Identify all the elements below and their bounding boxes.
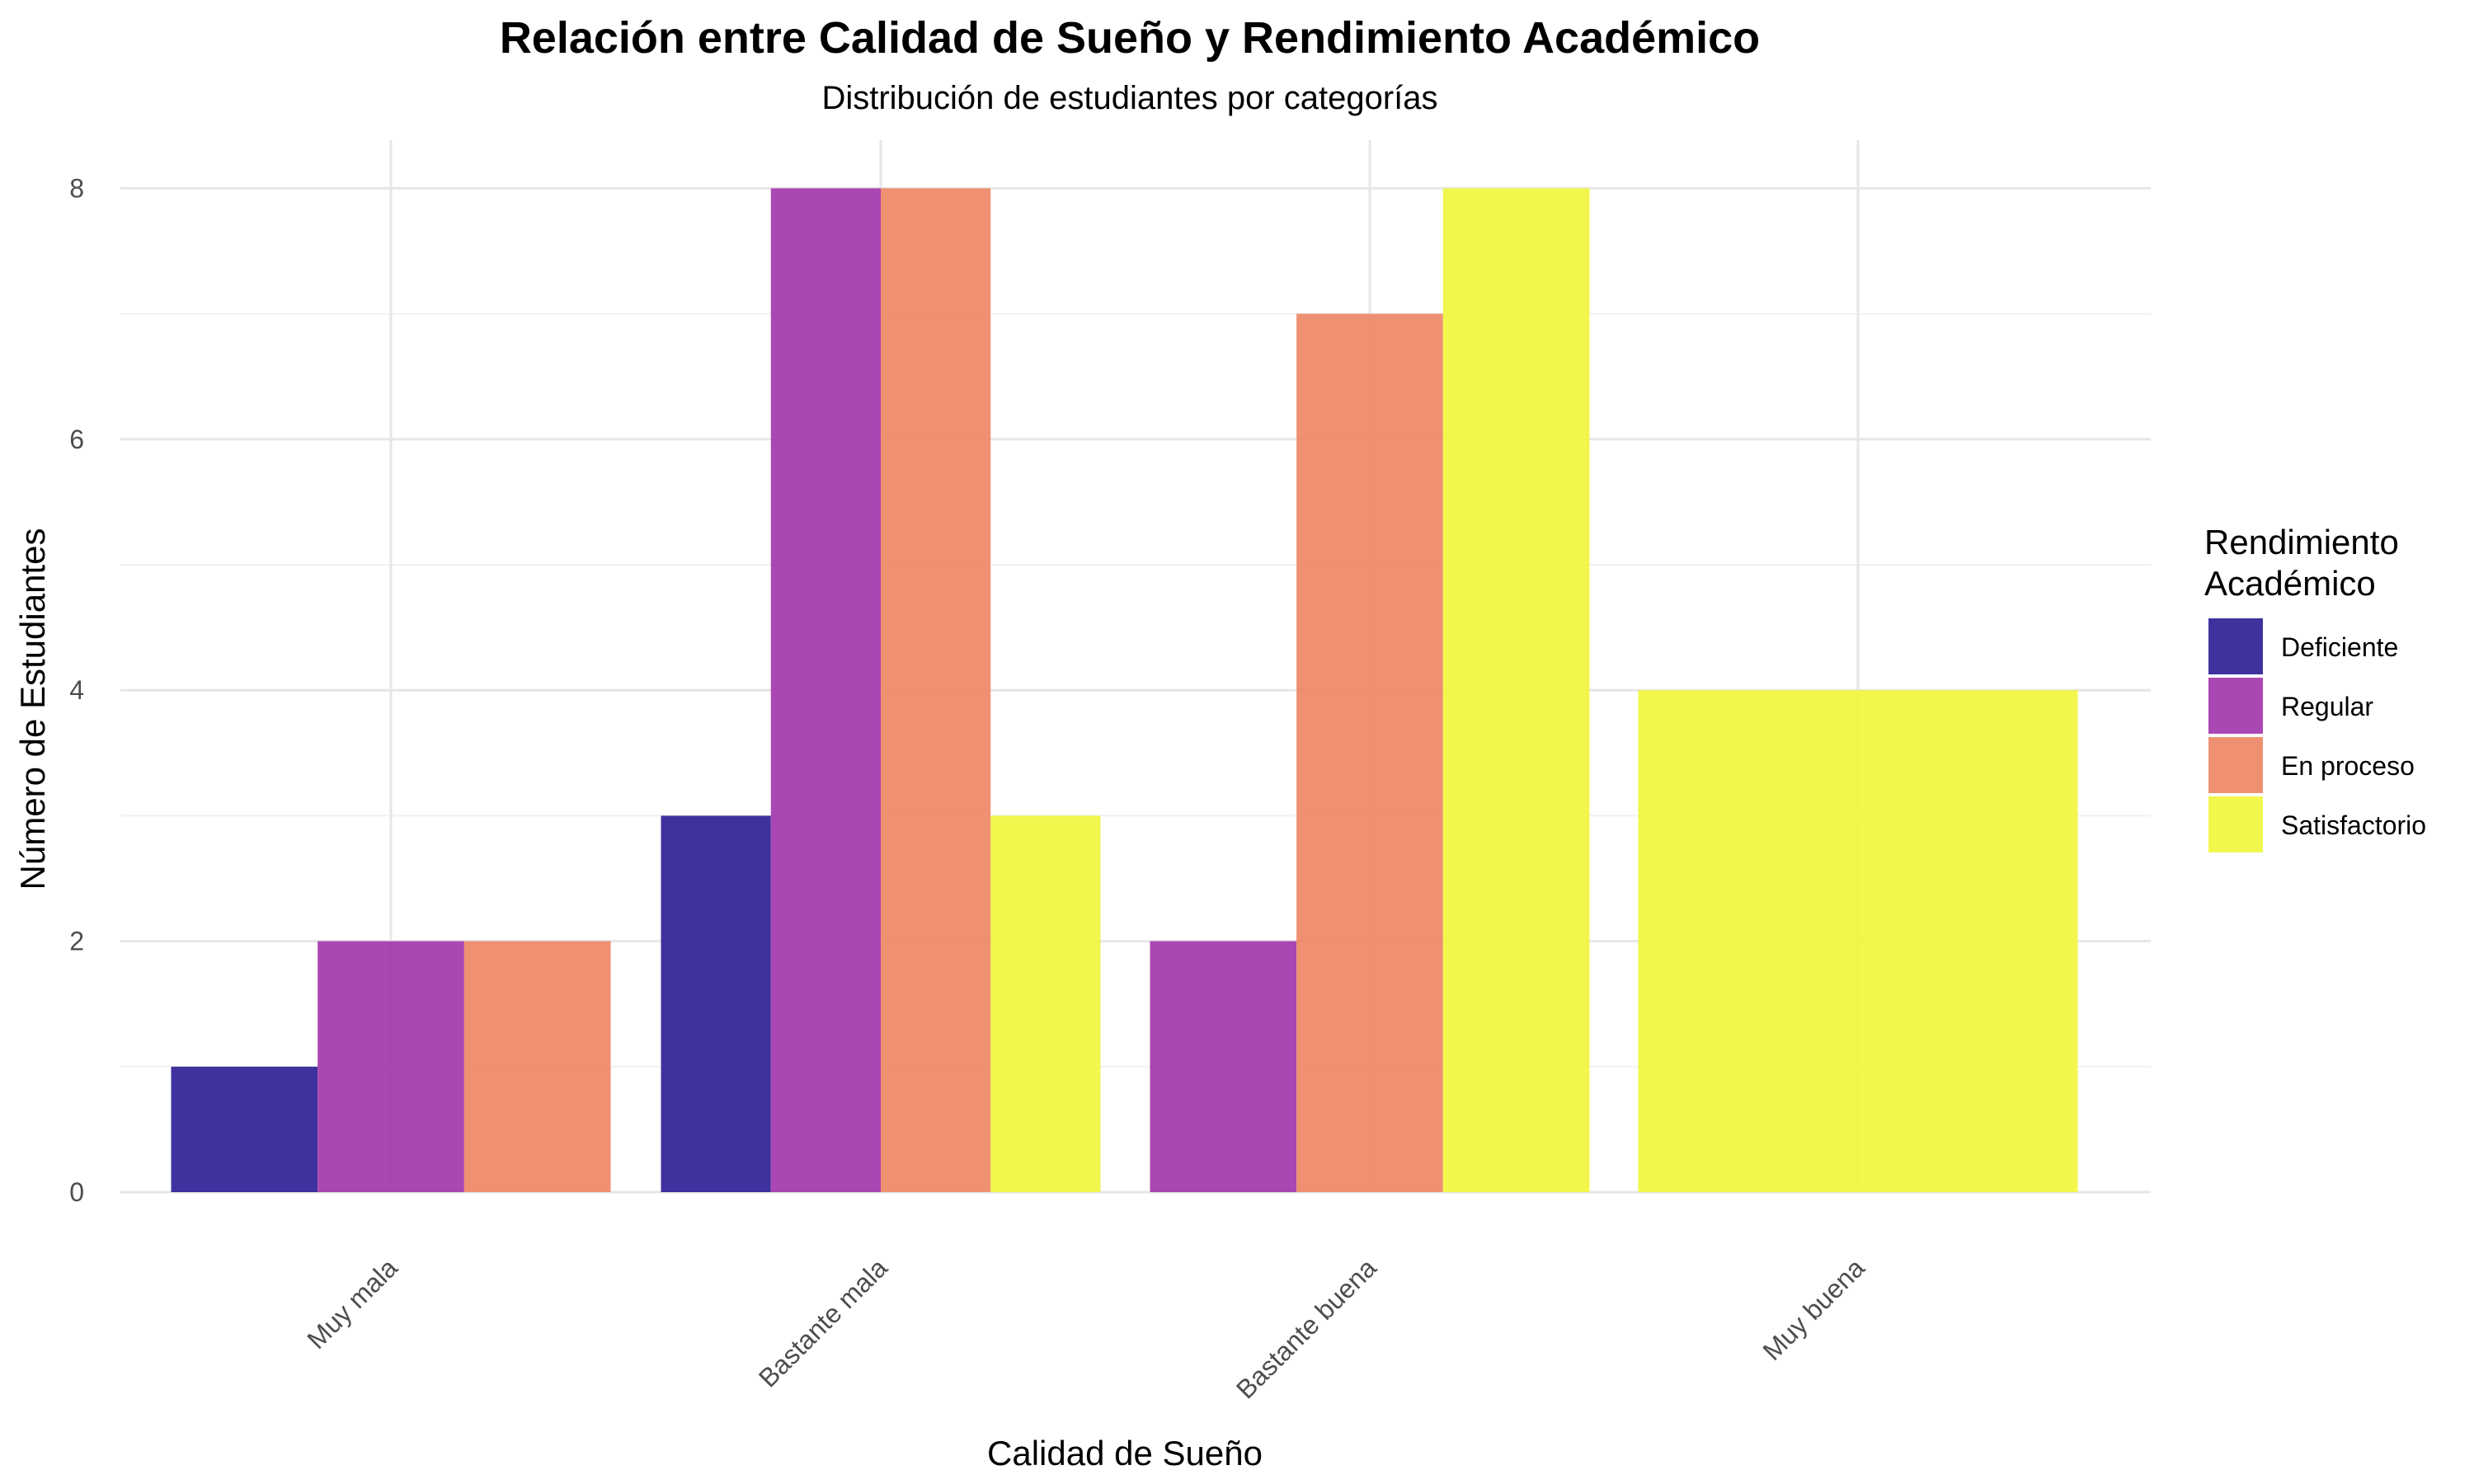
x-tick-label: Bastante mala [753, 1252, 893, 1392]
legend-items: Deficiente Regular En proceso Satisfactorio [2208, 618, 2426, 852]
bar-satisfactorio-bastante-buena [1442, 188, 1590, 1192]
bar-en-proceso-bastante-mala [881, 188, 991, 1192]
y-axis-title: Número de Estudiantes [13, 528, 52, 890]
legend-label-regular: Regular [2281, 692, 2373, 721]
y-tick-label: 2 [69, 927, 84, 956]
legend-title-line-2: Académico [2204, 564, 2376, 603]
x-axis-ticks: Muy mala Bastante mala Bastante buena Muy b… [301, 1252, 1870, 1404]
bars [171, 188, 2078, 1193]
legend-swatch-regular [2208, 678, 2263, 734]
y-tick-label: 0 [69, 1177, 84, 1207]
x-axis-title: Calidad de Sueño [987, 1434, 1263, 1472]
y-tick-label: 8 [69, 173, 84, 203]
y-axis-ticks: 0 2 4 6 8 [69, 173, 84, 1207]
bar-deficiente-muy-mala [171, 1066, 318, 1192]
x-tick-label: Bastante buena [1230, 1252, 1382, 1404]
x-tick-label: Muy mala [301, 1252, 403, 1355]
bar-regular-bastante-buena [1150, 941, 1297, 1192]
legend-label-satisfactorio: Satisfactorio [2281, 810, 2426, 840]
x-tick-label: Muy buena [1757, 1252, 1871, 1366]
legend-label-en-proceso: En proceso [2281, 751, 2415, 781]
legend-label-deficiente: Deficiente [2281, 632, 2398, 662]
y-tick-label: 6 [69, 425, 84, 454]
legend-swatch-deficiente [2208, 618, 2263, 674]
bar-satisfactorio-muy-buena [1638, 690, 2078, 1192]
y-tick-label: 4 [69, 675, 84, 705]
bar-satisfactorio-bastante-mala [990, 815, 1101, 1192]
bar-en-proceso-bastante-buena [1296, 313, 1443, 1193]
legend: Rendimiento Académico Deficiente Regular E… [2204, 523, 2426, 852]
bar-deficiente-bastante-mala [661, 815, 771, 1192]
legend-title-line-1: Rendimiento [2204, 523, 2399, 561]
bar-regular-bastante-mala [770, 188, 881, 1192]
bar-en-proceso-muy-mala [463, 941, 611, 1192]
legend-swatch-satisfactorio [2208, 796, 2263, 852]
legend-swatch-en-proceso [2208, 737, 2263, 793]
bar-regular-muy-mala [317, 941, 464, 1192]
chart-subtitle: Distribución de estudiantes por categorí… [821, 80, 1437, 116]
chart-title: Relación entre Calidad de Sueño y Rendim… [500, 13, 1760, 63]
